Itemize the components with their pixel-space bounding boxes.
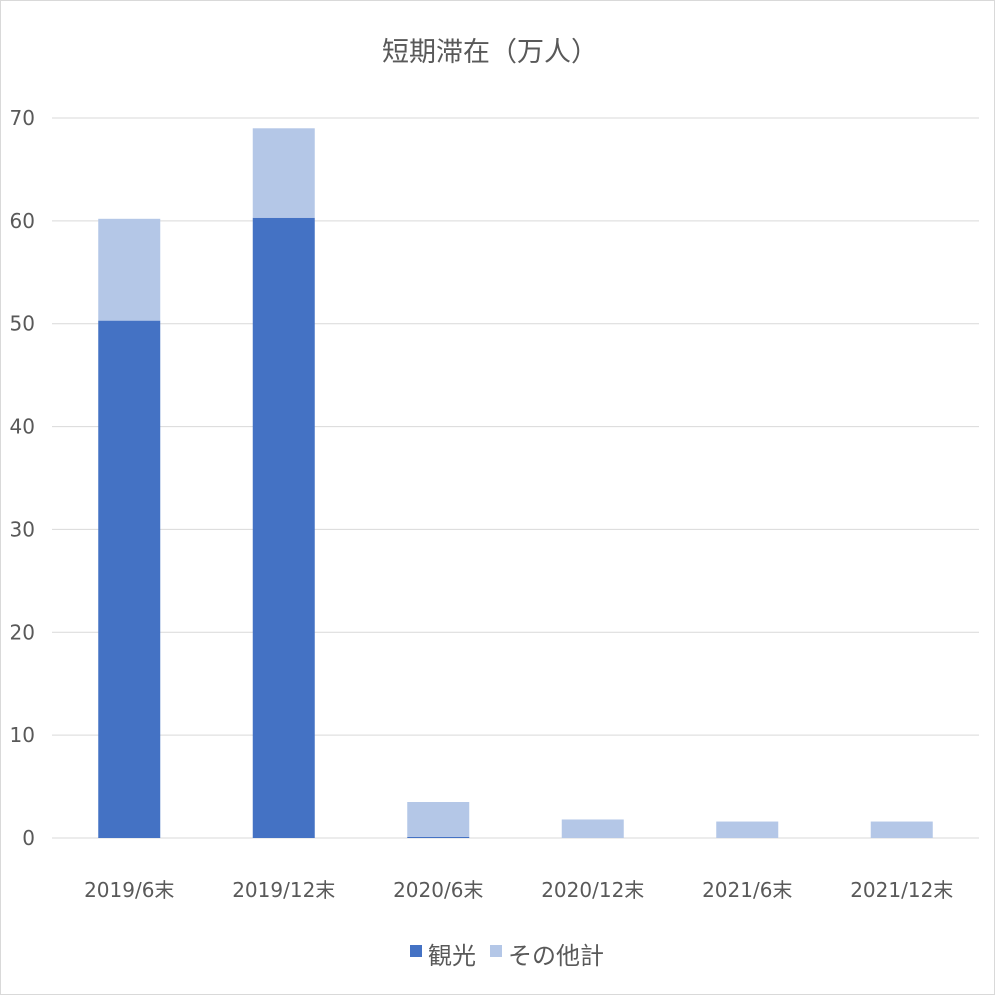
x-tick-label: 2019/6末 bbox=[84, 878, 174, 902]
bar-kanko-1 bbox=[252, 217, 315, 838]
y-tick-label: 70 bbox=[10, 106, 35, 130]
legend-label-kanko: 観光 bbox=[428, 942, 476, 970]
gridlines bbox=[52, 117, 979, 839]
y-tick-label: 60 bbox=[10, 209, 35, 233]
x-tick-label: 2020/6末 bbox=[393, 878, 483, 902]
bar-sonota-4 bbox=[716, 821, 779, 838]
x-tick-label: 2021/12末 bbox=[850, 878, 953, 902]
x-tick-label: 2019/12末 bbox=[232, 878, 335, 902]
x-tick-label: 2021/6末 bbox=[702, 878, 792, 902]
y-tick-label: 10 bbox=[10, 723, 35, 747]
bars bbox=[98, 128, 933, 839]
y-tick-label: 20 bbox=[10, 620, 35, 644]
y-axis-ticks: 0 10 20 30 40 50 60 70 bbox=[10, 106, 35, 850]
legend: 観光 その他計 bbox=[410, 942, 604, 970]
x-tick-label: 2020/12末 bbox=[541, 878, 644, 902]
chart-title: 短期滞在（万人） bbox=[382, 37, 598, 68]
bar-sonota-0 bbox=[98, 218, 161, 321]
legend-swatch-sonota bbox=[490, 945, 502, 957]
y-tick-label: 50 bbox=[10, 312, 35, 336]
legend-swatch-kanko bbox=[410, 945, 422, 957]
y-tick-label: 0 bbox=[22, 826, 35, 850]
bar-sonota-5 bbox=[870, 821, 933, 838]
bar-sonota-2 bbox=[407, 802, 470, 837]
y-tick-label: 30 bbox=[10, 517, 35, 541]
bar-sonota-1 bbox=[252, 128, 315, 218]
bar-kanko-2 bbox=[407, 836, 470, 838]
bar-sonota-3 bbox=[561, 819, 624, 838]
x-axis-labels: 2019/6末 2019/12末 2020/6末 2020/12末 2021/6末 202… bbox=[84, 878, 953, 902]
y-tick-label: 40 bbox=[10, 415, 35, 439]
bar-kanko-0 bbox=[98, 320, 161, 839]
legend-label-sonota: その他計 bbox=[508, 942, 604, 970]
